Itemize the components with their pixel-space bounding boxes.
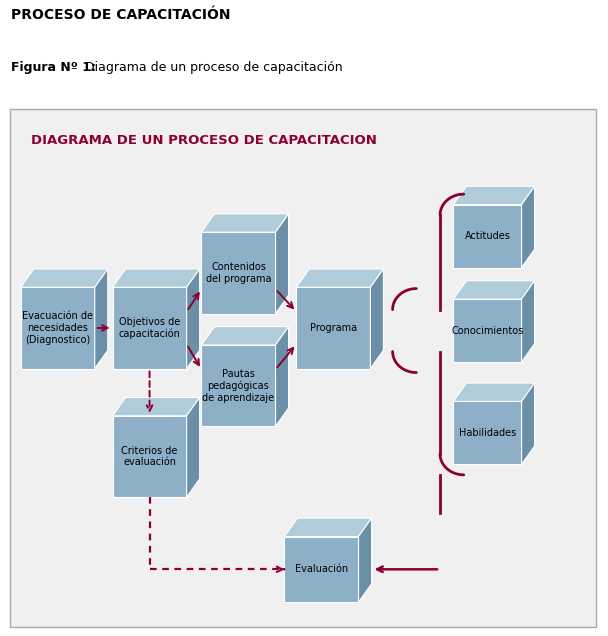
Text: DIAGRAMA DE UN PROCESO DE CAPACITACION: DIAGRAMA DE UN PROCESO DE CAPACITACION	[31, 134, 377, 147]
Polygon shape	[522, 186, 534, 268]
Polygon shape	[454, 186, 534, 205]
Text: Criterios de
evaluación: Criterios de evaluación	[122, 446, 178, 467]
Text: PROCESO DE CAPACITACIÓN: PROCESO DE CAPACITACIÓN	[11, 8, 230, 22]
Polygon shape	[187, 398, 199, 497]
Polygon shape	[296, 287, 370, 369]
Polygon shape	[454, 205, 522, 268]
Polygon shape	[454, 280, 534, 299]
Polygon shape	[454, 299, 522, 362]
Text: Contenidos
del programa: Contenidos del programa	[206, 262, 271, 284]
Text: Habilidades: Habilidades	[459, 428, 516, 438]
Polygon shape	[201, 232, 275, 314]
Polygon shape	[201, 327, 289, 345]
Polygon shape	[285, 537, 359, 602]
Text: Evaluación: Evaluación	[295, 564, 348, 574]
Polygon shape	[112, 398, 199, 416]
Polygon shape	[454, 401, 522, 464]
Text: Actitudes: Actitudes	[465, 231, 510, 241]
Polygon shape	[370, 269, 384, 369]
Text: Diagrama de un proceso de capacitación: Diagrama de un proceso de capacitación	[81, 61, 342, 74]
Polygon shape	[296, 269, 384, 287]
Polygon shape	[454, 383, 534, 401]
FancyBboxPatch shape	[10, 109, 596, 627]
Polygon shape	[275, 214, 289, 314]
Text: Pautas
pedagógicas
de aprendizaje: Pautas pedagógicas de aprendizaje	[202, 369, 275, 403]
Text: Objetivos de
capacitación: Objetivos de capacitación	[119, 317, 181, 339]
Polygon shape	[201, 345, 275, 426]
Text: Programa: Programa	[309, 323, 357, 333]
Text: Evacuación de
necesidades
(Diagnostico): Evacuación de necesidades (Diagnostico)	[22, 312, 93, 345]
Polygon shape	[359, 518, 371, 602]
Polygon shape	[112, 269, 199, 287]
Polygon shape	[275, 327, 289, 426]
Polygon shape	[112, 287, 187, 369]
Text: Conocimientos: Conocimientos	[451, 326, 523, 336]
Polygon shape	[285, 518, 371, 537]
Polygon shape	[201, 214, 289, 232]
Polygon shape	[522, 383, 534, 464]
Polygon shape	[187, 269, 199, 369]
Polygon shape	[95, 269, 108, 369]
Polygon shape	[522, 280, 534, 362]
Polygon shape	[21, 269, 108, 287]
Text: Figura Nº 1:: Figura Nº 1:	[11, 61, 96, 74]
Polygon shape	[112, 416, 187, 497]
Polygon shape	[21, 287, 95, 369]
